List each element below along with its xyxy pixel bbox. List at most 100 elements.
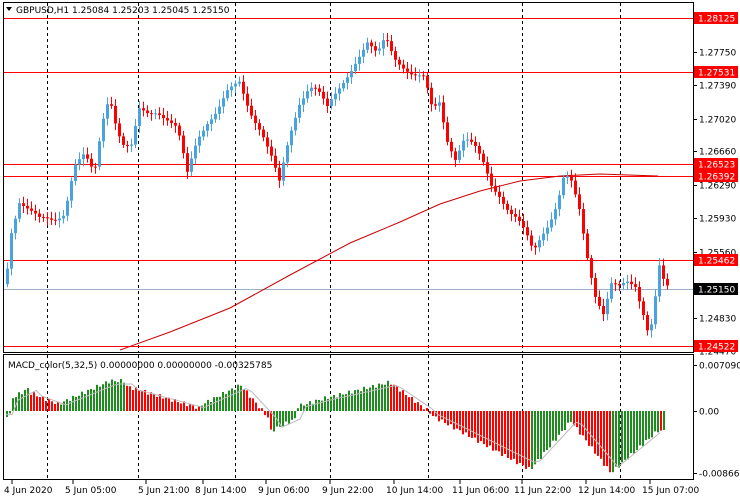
macd-bar xyxy=(237,384,239,411)
macd-bar xyxy=(66,399,68,411)
macd-bar xyxy=(555,411,557,441)
macd-bar xyxy=(336,397,338,411)
macd-bar xyxy=(12,398,14,411)
level-label: 1.25462 xyxy=(694,254,738,267)
macd-bar xyxy=(438,411,440,422)
level-label: 1.27531 xyxy=(694,66,738,79)
candle xyxy=(486,156,489,181)
macd-bar xyxy=(402,390,404,411)
macd-bar xyxy=(216,397,218,411)
macd-bar xyxy=(375,387,377,411)
svg-text:1.27531: 1.27531 xyxy=(698,69,735,79)
candle xyxy=(606,291,609,321)
candle xyxy=(210,114,213,132)
candle xyxy=(582,202,585,241)
macd-bar xyxy=(162,398,164,411)
macd-bar xyxy=(378,383,380,411)
macd-bar xyxy=(561,411,563,431)
macd-bar xyxy=(243,389,245,411)
candle xyxy=(242,75,245,101)
symbol-header: GBPUSD,H1 1.25084 1.25203 1.25045 1.2515… xyxy=(6,6,230,16)
macd-bar xyxy=(219,396,221,411)
macd-bar xyxy=(45,400,47,411)
candle xyxy=(510,205,513,222)
macd-bar xyxy=(21,394,23,411)
candle xyxy=(346,72,349,90)
svg-text:1.25150: 1.25150 xyxy=(698,286,735,296)
level-label: 1.28125 xyxy=(694,12,738,25)
macd-bar xyxy=(75,396,77,411)
macd-bar xyxy=(414,402,416,411)
macd-bar xyxy=(18,392,20,411)
macd-bar xyxy=(198,405,200,411)
macd-bar xyxy=(57,401,59,411)
macd-bar xyxy=(435,411,437,417)
candle xyxy=(562,174,565,199)
candle xyxy=(506,200,509,215)
candle xyxy=(206,121,209,137)
macd-bar xyxy=(360,391,362,411)
macd-bar xyxy=(330,396,332,411)
candle xyxy=(338,83,341,101)
candle xyxy=(106,97,109,126)
candle xyxy=(390,34,393,56)
candle xyxy=(530,230,533,251)
macd-bar xyxy=(30,394,32,411)
collapse-triangle-icon[interactable] xyxy=(6,7,12,11)
macd-bar xyxy=(399,391,401,411)
macd-bar xyxy=(429,411,431,414)
macd-bar xyxy=(288,411,290,424)
candle xyxy=(438,95,441,112)
macd-bar xyxy=(642,411,644,447)
candle xyxy=(274,148,277,173)
macd-bar xyxy=(192,405,194,411)
macd-bar xyxy=(132,389,134,411)
macd-bar xyxy=(594,411,596,454)
time-label: 11 Jun 06:00 xyxy=(452,486,509,496)
candle xyxy=(314,84,317,96)
macd-bar xyxy=(444,411,446,424)
macd-bar xyxy=(63,401,65,411)
macd-bar xyxy=(483,411,485,445)
candle xyxy=(382,32,385,56)
candle xyxy=(62,209,65,224)
macd-axis: 0.0070907 0.00 -0.0086695 xyxy=(693,362,740,480)
candle xyxy=(182,130,185,159)
macd-bar xyxy=(210,401,212,411)
macd-bar xyxy=(282,411,284,427)
macd-bar xyxy=(342,394,344,411)
macd-bar xyxy=(213,397,215,411)
macd-bar xyxy=(531,411,533,470)
candle xyxy=(10,228,13,276)
macd-bar xyxy=(225,394,227,411)
macd-bar xyxy=(123,382,125,411)
macd-bar xyxy=(156,396,158,411)
macd-bar xyxy=(513,411,515,459)
candle xyxy=(558,190,561,217)
candle xyxy=(474,136,477,153)
macd-bar xyxy=(228,390,230,411)
macd-bar xyxy=(249,397,251,411)
candle xyxy=(378,42,381,55)
candle xyxy=(650,318,653,338)
macd-bar xyxy=(567,411,569,423)
candle xyxy=(638,281,641,309)
macd-bar xyxy=(129,386,131,411)
macd-bar xyxy=(93,389,95,411)
candle xyxy=(218,99,221,121)
candle xyxy=(270,139,273,162)
macd-bar xyxy=(189,404,191,411)
time-label: 8 Jun 14:00 xyxy=(195,486,247,496)
candle xyxy=(126,140,129,153)
candle xyxy=(590,255,593,285)
candle xyxy=(118,118,121,143)
macd-signal-line xyxy=(6,383,661,468)
macd-bar xyxy=(453,411,455,430)
macd-bar xyxy=(441,411,443,420)
macd-bar xyxy=(72,395,74,411)
macd-bar xyxy=(87,389,89,411)
macd-bar xyxy=(321,400,323,411)
macd-bar xyxy=(309,401,311,411)
candle xyxy=(514,208,517,223)
